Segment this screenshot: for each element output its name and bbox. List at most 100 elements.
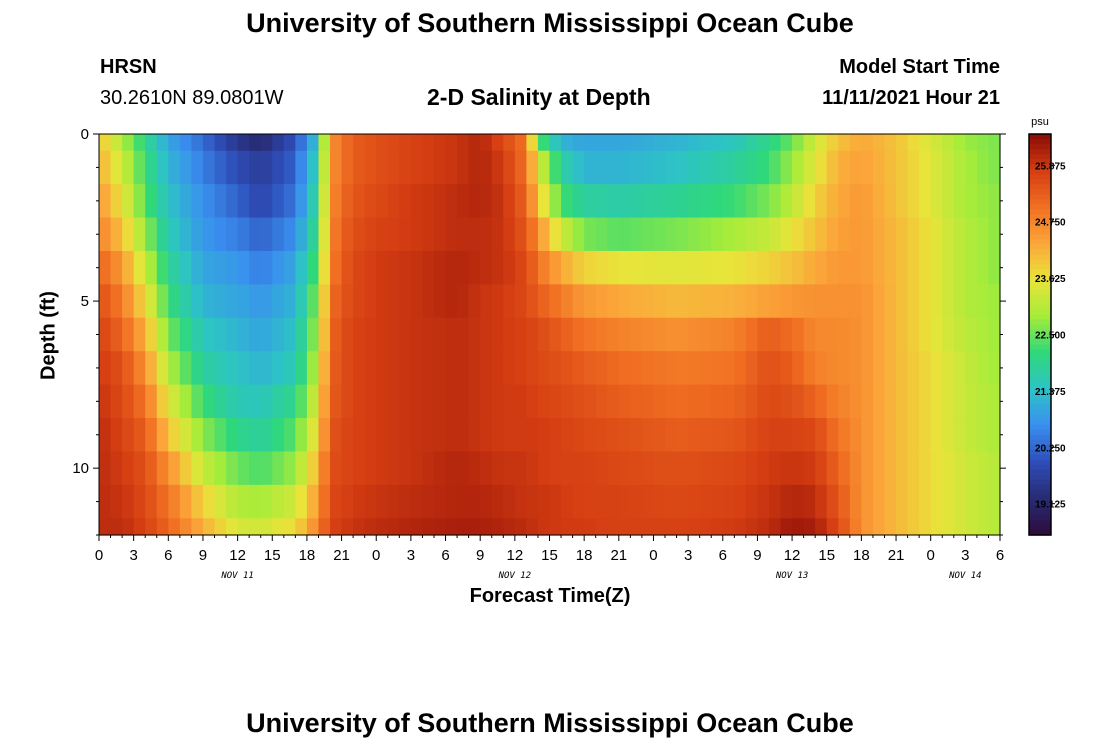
heatmap-cell	[433, 250, 447, 285]
heatmap-cell	[630, 351, 643, 386]
heatmap-cell	[930, 484, 943, 519]
heatmap-cell	[226, 184, 239, 219]
heatmap-cell	[815, 418, 828, 453]
day-label: NOV 14	[948, 571, 982, 581]
chart-axes: 0 3 6 9 12 15 18 21 0 3 6 9 12 15 18 21 0 3 6 9 12 15 18 21 0 3 6 N…	[72, 126, 1006, 581]
heatmap-cell	[387, 418, 400, 453]
heatmap-cell	[410, 150, 424, 185]
heatmap-cell	[607, 134, 620, 152]
heatmap-cell	[318, 351, 331, 386]
heatmap-cell	[722, 484, 735, 519]
heatmap-cell	[641, 150, 655, 185]
heatmap-cell	[630, 150, 643, 185]
x-tick-label: 6	[996, 547, 1004, 564]
heatmap-cell	[976, 451, 990, 486]
heatmap-cell	[191, 451, 204, 486]
heatmap-cell	[768, 484, 782, 519]
colorbar-segment	[1029, 314, 1051, 321]
heatmap-cell	[953, 150, 966, 185]
heatmap-cell	[387, 217, 400, 252]
heatmap-cell	[514, 184, 527, 219]
heatmap-cell	[457, 317, 470, 352]
heatmap-cell	[711, 518, 724, 536]
heatmap-cell	[410, 250, 424, 285]
heatmap-cell	[665, 184, 678, 219]
heatmap-cell	[514, 518, 527, 536]
heatmap-cell	[549, 418, 562, 453]
heatmap-cell	[641, 484, 655, 519]
heatmap-cell	[757, 284, 770, 319]
heatmap-cell	[826, 217, 839, 252]
heatmap-cell	[907, 250, 920, 285]
heatmap-cell	[353, 134, 366, 152]
heatmap-cell	[237, 284, 250, 319]
heatmap-cell	[595, 518, 608, 536]
heatmap-cell	[919, 384, 932, 419]
x-tick-label: 21	[610, 547, 627, 564]
heatmap-cell	[272, 250, 285, 285]
heatmap-cell	[849, 451, 862, 486]
colorbar-tick-label: 21.375	[1035, 387, 1066, 398]
heatmap-cell	[676, 351, 689, 386]
heatmap-cell	[353, 384, 366, 419]
heatmap-cell	[757, 451, 770, 486]
heatmap-cell	[965, 351, 978, 386]
heatmap-cell	[399, 217, 412, 252]
heatmap-cell	[168, 250, 181, 285]
heatmap-cell	[757, 317, 770, 352]
heatmap-cell	[896, 484, 909, 519]
heatmap-cell	[399, 451, 412, 486]
heatmap-cell	[133, 484, 146, 519]
heatmap-cell	[514, 418, 527, 453]
heatmap-cell	[618, 317, 631, 352]
heatmap-cell	[214, 184, 227, 219]
heatmap-cell	[295, 484, 308, 519]
heatmap-cell	[295, 250, 308, 285]
heatmap-cell	[330, 418, 343, 453]
heatmap-cell	[757, 250, 770, 285]
heatmap-cell	[179, 150, 193, 185]
y-tick-label: 0	[81, 126, 89, 143]
heatmap-cell	[757, 351, 770, 386]
heatmap-cell	[826, 184, 839, 219]
heatmap-cell	[306, 451, 320, 486]
heatmap-cell	[283, 217, 296, 252]
heatmap-cell	[214, 134, 227, 152]
heatmap-cell	[99, 184, 112, 219]
heatmap-cell	[376, 518, 389, 536]
heatmap-cell	[676, 184, 689, 219]
heatmap-cell	[630, 184, 643, 219]
heatmap-cell	[953, 134, 966, 152]
heatmap-cell	[99, 284, 112, 319]
heatmap-cell	[803, 418, 816, 453]
heatmap-cell	[260, 317, 273, 352]
heatmap-cell	[965, 384, 978, 419]
x-tick-label: 9	[753, 547, 761, 564]
heatmap-cell	[734, 418, 747, 453]
heatmap-cell	[745, 134, 759, 152]
station-coordinates: 30.2610N 89.0801W	[100, 87, 284, 109]
x-tick-label: 6	[719, 547, 727, 564]
heatmap-cell	[976, 150, 990, 185]
heatmap-cell	[156, 484, 169, 519]
heatmap-cell	[433, 150, 447, 185]
heatmap-cell	[295, 317, 308, 352]
colorbar-segment	[1029, 379, 1051, 386]
heatmap-cell	[537, 518, 551, 536]
heatmap-cell	[422, 250, 435, 285]
heatmap-cell	[399, 384, 412, 419]
colorbar-segment	[1029, 154, 1051, 160]
heatmap-cell	[283, 451, 296, 486]
colorbar-segment	[1029, 444, 1051, 451]
heatmap-cell	[653, 484, 666, 519]
colorbar-segment	[1029, 499, 1051, 506]
heatmap-cell	[480, 518, 493, 536]
heatmap-cell	[988, 184, 1001, 219]
heatmap-cell	[410, 184, 424, 219]
heatmap-cell	[249, 250, 262, 285]
heatmap-cell	[942, 250, 955, 285]
heatmap-cell	[665, 351, 678, 386]
heatmap-cell	[745, 351, 759, 386]
heatmap-cell	[330, 384, 343, 419]
model-start-time: 11/11/2021 Hour 21	[822, 87, 1000, 109]
